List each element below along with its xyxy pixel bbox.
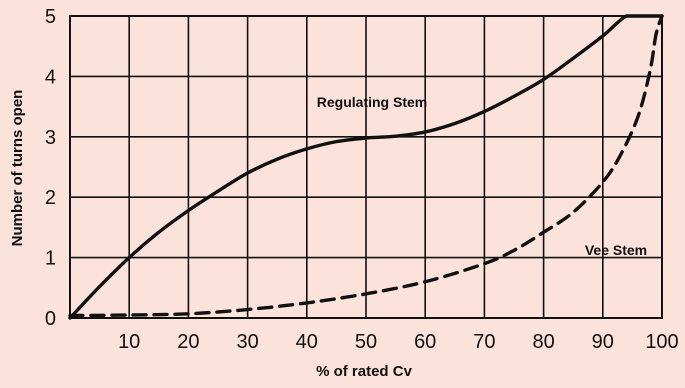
plot-frame	[69, 15, 663, 319]
series-line-vee-stem	[68, 14, 664, 318]
y-axis-title: Number of turns open	[9, 90, 26, 247]
y-tick-label-0: 0	[45, 308, 56, 330]
series-label-vee-stem: Vee Stem	[585, 242, 647, 258]
series-line-regulating-stem	[68, 14, 664, 320]
y-tick-label-2: 2	[45, 187, 56, 209]
grid-layer	[70, 16, 662, 318]
x-tick-label-90: 90	[592, 331, 614, 353]
x-tick-label-20: 20	[177, 331, 199, 353]
series-label-regulating-stem: Regulating Stem	[317, 94, 427, 110]
x-tick-label-70: 70	[473, 331, 495, 353]
x-tick-label-10: 10	[118, 331, 140, 353]
x-tick-label-80: 80	[532, 331, 554, 353]
x-tick-label-30: 30	[236, 331, 258, 353]
y-tick-label-4: 4	[45, 66, 56, 88]
y-tick-label-1: 1	[45, 248, 56, 270]
x-tick-label-50: 50	[355, 331, 377, 353]
series-layer	[68, 14, 664, 320]
tick-layer: 10 20 30 40 50 60 70 80 90 100 0 1 2 3 4 5	[45, 6, 679, 353]
y-tick-label-3: 3	[45, 127, 56, 149]
frame-layer	[69, 15, 663, 319]
y-tick-label-5: 5	[45, 6, 56, 28]
x-tick-label-100: 100	[645, 331, 678, 353]
x-axis-title: % of rated Cv	[316, 363, 413, 380]
x-tick-label-60: 60	[414, 331, 436, 353]
x-tick-label-40: 40	[296, 331, 318, 353]
